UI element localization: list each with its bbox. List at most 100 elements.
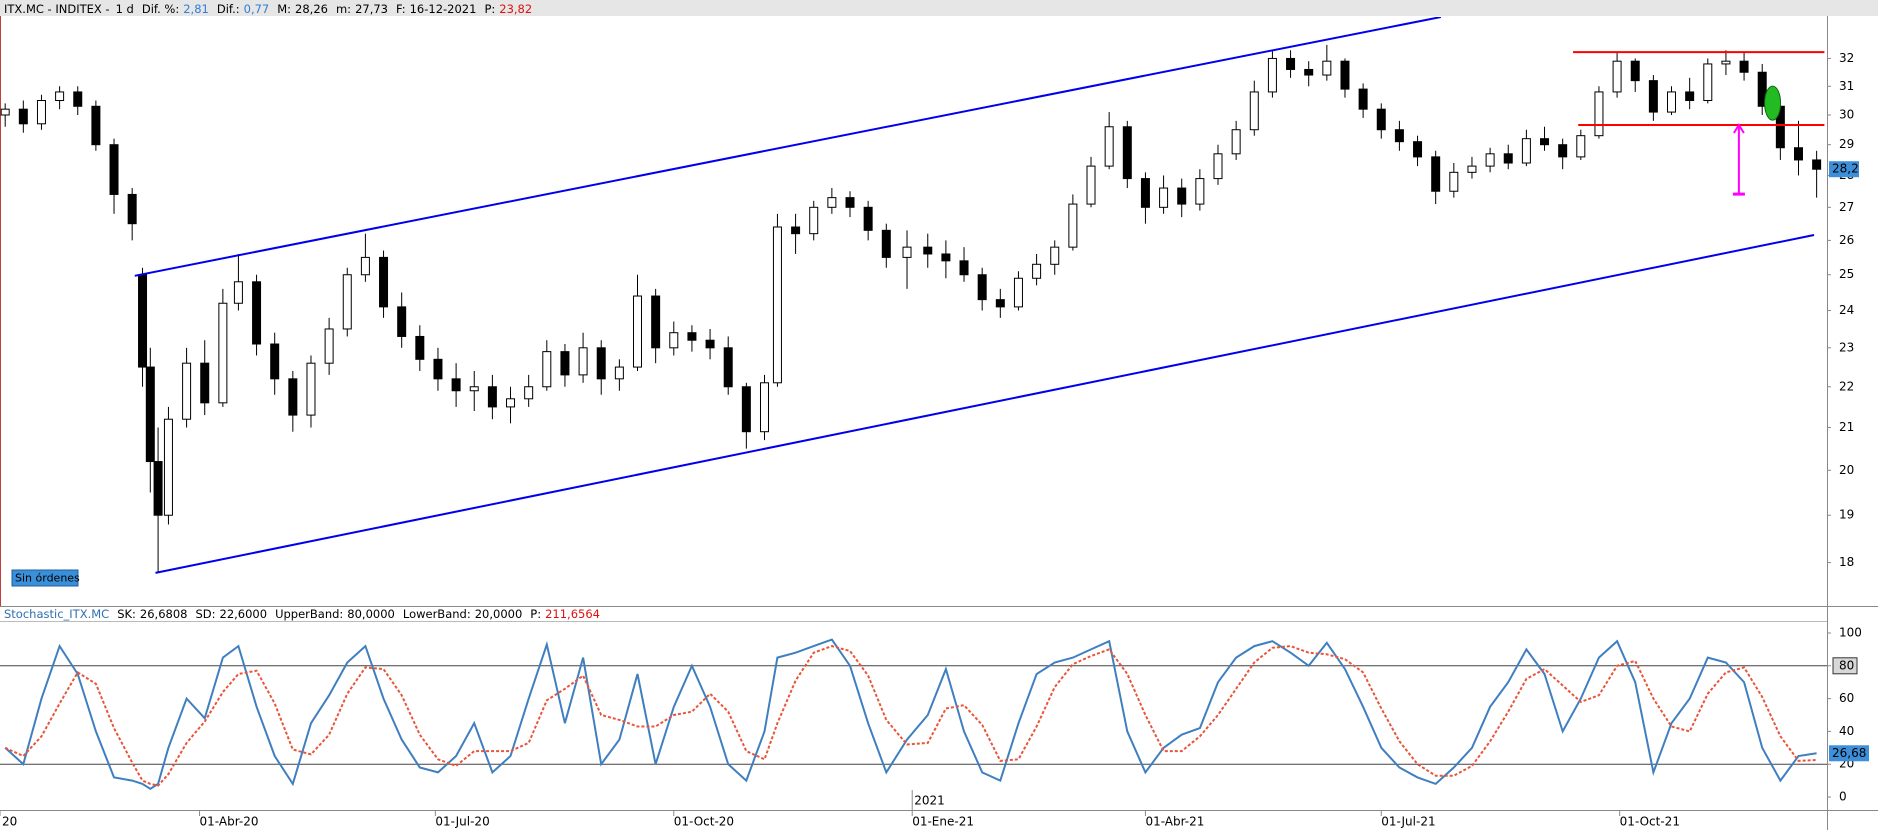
stoch-last-label: 26,68 — [1832, 746, 1866, 760]
candle-body — [759, 382, 769, 433]
y-tick-label: 29 — [1839, 137, 1854, 151]
header-value: 26,6808 — [140, 607, 188, 621]
candle-body — [596, 347, 606, 380]
candle-body — [1195, 178, 1205, 205]
y-tick-label: 19 — [1839, 508, 1854, 522]
candle-body — [1322, 60, 1332, 76]
candle-body — [1739, 60, 1749, 73]
y-tick-label: 26 — [1839, 233, 1854, 247]
candle-body — [415, 335, 425, 360]
header-value: 2,81 — [183, 2, 209, 16]
candle-body — [1540, 138, 1550, 146]
header-value: 211,6564 — [545, 607, 600, 621]
candle-body — [200, 362, 210, 404]
candle-body — [1159, 187, 1169, 208]
candle-body — [1267, 57, 1277, 93]
candle-body — [1013, 277, 1023, 308]
candle-body — [1757, 71, 1767, 107]
stoch-line — [4, 638, 1817, 790]
candle-body — [1812, 159, 1822, 170]
candle-body — [324, 328, 334, 364]
x-tick-label: 01-Jul-21 — [1381, 815, 1435, 829]
candle-body — [1394, 129, 1404, 143]
header-label: SD: — [195, 607, 215, 621]
header-value: 0,77 — [244, 2, 270, 16]
y-tick-label: 18 — [1839, 555, 1854, 569]
candle-body — [1431, 156, 1441, 192]
candle-body — [1703, 63, 1713, 102]
x-tick-label: 20 — [2, 815, 17, 829]
candle-body — [451, 378, 461, 392]
header-text: ITX.MC - INDITEX - 1 d Dif. %: 2,81 Dif.: 0,7… — [4, 2, 532, 16]
status-label: Sin órdenes — [15, 572, 80, 585]
candle-body — [1050, 246, 1060, 265]
y-tick-label: 30 — [1839, 107, 1854, 121]
candle-body — [1667, 91, 1677, 113]
candle-body — [1177, 187, 1187, 205]
candle-body — [772, 226, 782, 384]
candle-body — [791, 226, 801, 235]
price-pane — [0, 17, 1825, 574]
highlight-ellipse — [1764, 85, 1782, 121]
candle-body — [941, 253, 951, 262]
candle-body — [1213, 153, 1223, 180]
header-label: LowerBand: — [403, 607, 471, 621]
candle-body — [845, 197, 855, 208]
candle-body — [1286, 57, 1296, 70]
candle-body — [1485, 153, 1495, 167]
candle-body — [1032, 263, 1042, 279]
candle-body — [506, 398, 516, 408]
x-tick-label: 01-Oct-21 — [1620, 815, 1680, 829]
candle-body — [995, 299, 1005, 308]
candle-body — [1413, 141, 1423, 158]
header-label: UpperBand: — [275, 607, 343, 621]
candle-body — [1086, 165, 1096, 205]
candle-body — [1612, 60, 1622, 93]
stoch-y-tick-label: 40 — [1839, 724, 1854, 738]
trendline — [155, 234, 1815, 574]
year-marker-label: 2021 — [914, 794, 945, 808]
stoch-line — [4, 645, 1817, 787]
stoch-y-tick-label: 0 — [1839, 790, 1847, 804]
stoch-tick-box — [1832, 657, 1858, 675]
candle-body — [342, 274, 352, 330]
candle-body — [433, 358, 443, 380]
candle-body — [651, 295, 661, 349]
candle-body — [182, 362, 192, 420]
candle-body — [902, 246, 912, 258]
y-tick-label: 32 — [1839, 51, 1854, 65]
candle-body — [923, 246, 933, 255]
header-label: P: — [530, 607, 541, 621]
x-tick-label: 01-Jul-20 — [435, 815, 489, 829]
stoch-title: Stochastic_ITX.MC — [4, 607, 109, 621]
last-price-badge — [1829, 161, 1859, 178]
y-tick-label: 20 — [1839, 463, 1854, 477]
candle-body — [1122, 126, 1132, 180]
candle-body — [1467, 165, 1477, 173]
header-item: 1 d — [116, 2, 134, 16]
candle-body — [1104, 126, 1114, 167]
candle-body — [1231, 129, 1241, 155]
candle-body — [18, 108, 28, 125]
stoch-y-tick-label: 60 — [1839, 691, 1854, 705]
candle-body — [36, 100, 46, 125]
candle-body — [233, 281, 243, 304]
candle-body — [1249, 91, 1259, 131]
header-label: Dif.: — [217, 2, 240, 16]
x-tick-label: 01-Ene-21 — [912, 815, 974, 829]
candle-body — [1576, 135, 1586, 158]
candle-body — [153, 461, 163, 516]
candle-body — [1340, 60, 1350, 90]
header-label: SK: — [117, 607, 136, 621]
x-tick-label: 01-Abr-20 — [200, 815, 259, 829]
candle-body — [91, 105, 101, 146]
stoch-header-text: Stochastic_ITX.MC SK: 26,6808 SD: 22,6000 Upp… — [4, 607, 600, 621]
header-value: 22,6000 — [220, 607, 268, 621]
candle-body — [145, 366, 155, 463]
candle-body — [560, 351, 570, 376]
candle-body — [1685, 91, 1695, 102]
candle-body — [306, 362, 316, 416]
candle-body — [669, 332, 679, 349]
y-tick-label: 21 — [1839, 420, 1854, 434]
